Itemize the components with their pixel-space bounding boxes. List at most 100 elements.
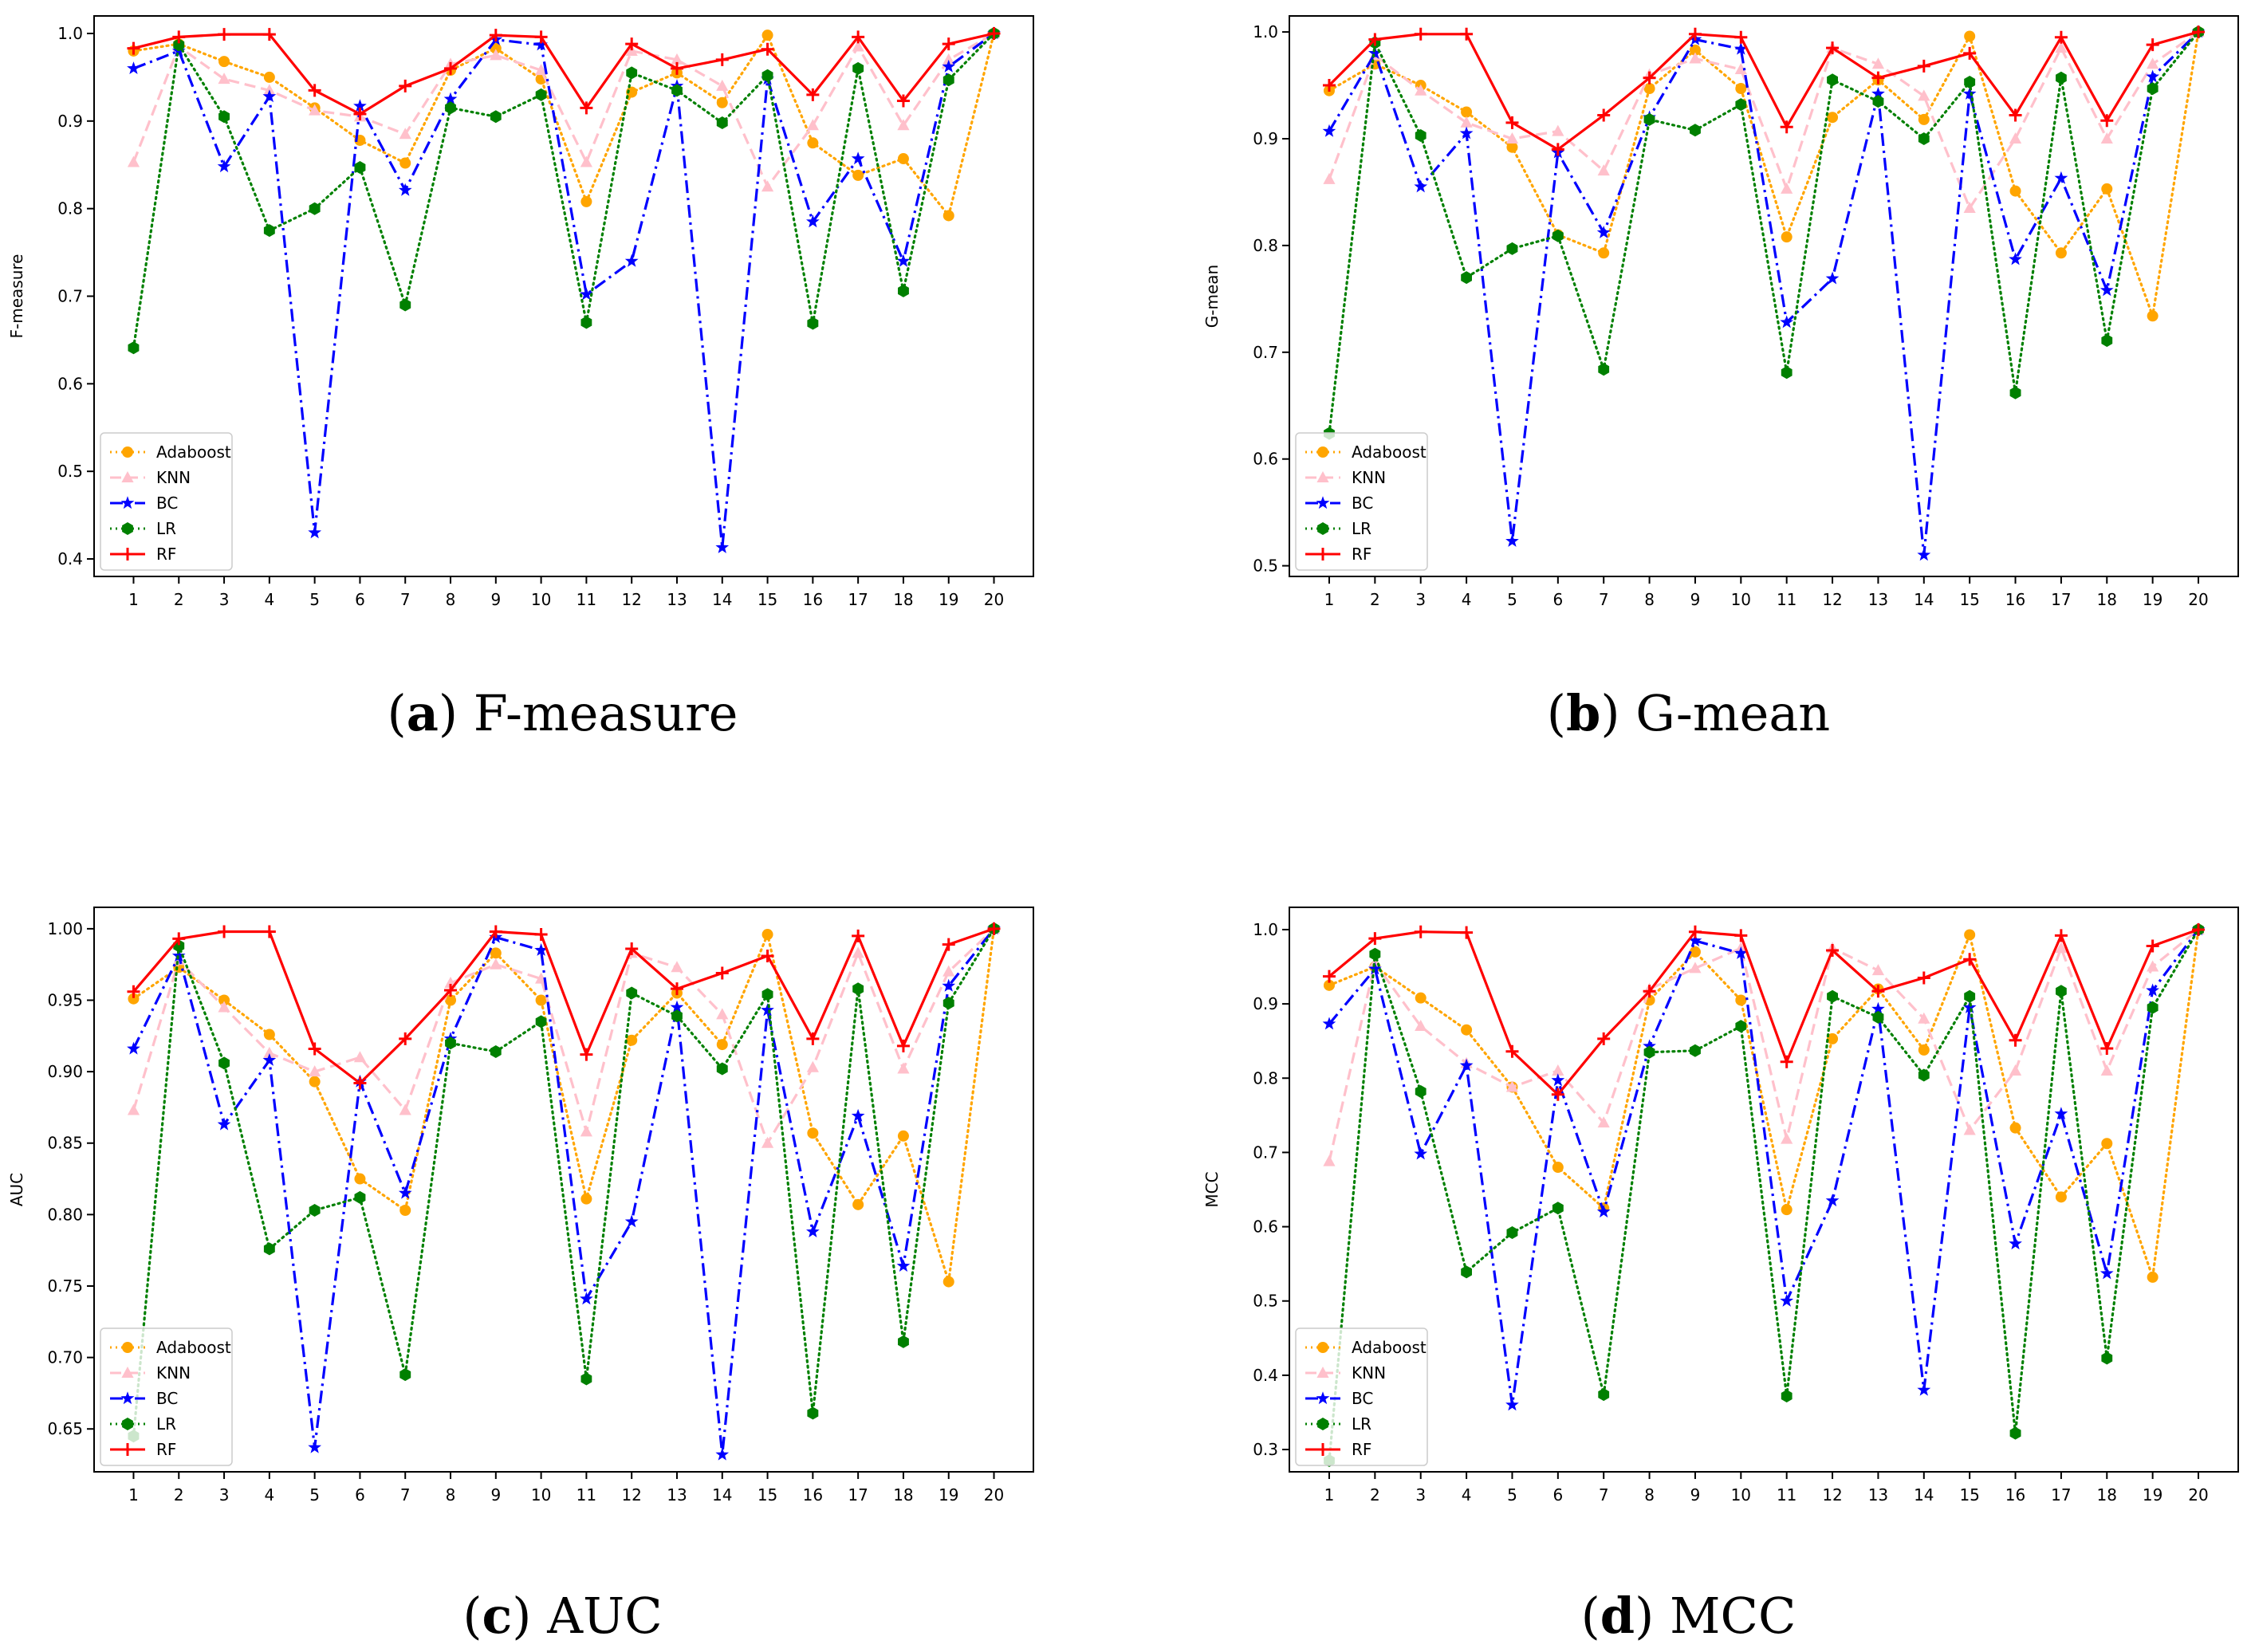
y-tick-label: 1.00 (47, 919, 83, 938)
data-point (353, 99, 367, 112)
data-point (1643, 1045, 1655, 1059)
data-point (580, 287, 593, 301)
data-point (1825, 271, 1840, 285)
data-point (671, 53, 683, 65)
data-point (852, 169, 864, 181)
data-point (898, 284, 909, 297)
legend-marker (122, 446, 133, 458)
data-point (1964, 929, 1976, 941)
y-tick-label: 0.75 (47, 1276, 83, 1296)
x-tick-label: 18 (2097, 590, 2117, 609)
x-tick-label: 13 (667, 1485, 687, 1504)
data-point (761, 42, 774, 56)
caption-a: (a) F-measure (387, 684, 738, 742)
data-point (806, 1060, 819, 1072)
data-point (1918, 132, 1930, 145)
data-point (309, 104, 321, 116)
caption-a-letter: a (406, 684, 439, 742)
legend-label: RF (156, 1440, 176, 1459)
data-point (173, 38, 185, 52)
x-tick-label: 2 (174, 1485, 184, 1504)
legend-label: BC (1352, 1389, 1373, 1408)
legend-marker (121, 1443, 134, 1456)
data-point (2009, 252, 2022, 266)
data-point (308, 84, 321, 97)
data-point (309, 202, 321, 215)
data-point (218, 925, 231, 938)
data-point (987, 26, 1001, 40)
data-point (580, 1125, 592, 1137)
data-point (2009, 1122, 2021, 1134)
caption-d: (d) MCC (1580, 1587, 1796, 1645)
data-point (445, 101, 456, 115)
data-point (172, 30, 186, 44)
data-point (1963, 953, 1977, 966)
y-tick-label: 0.5 (57, 462, 83, 481)
data-point (1552, 1064, 1564, 1076)
data-point (761, 929, 773, 941)
data-point (2100, 1064, 2113, 1076)
x-tick-label: 12 (621, 590, 641, 609)
series-line (1328, 30, 2200, 317)
data-point (987, 922, 1001, 935)
data-point (580, 101, 593, 115)
data-point (171, 949, 186, 962)
data-point (354, 1190, 366, 1204)
data-point (489, 29, 502, 42)
data-point (1964, 30, 1976, 42)
data-point (2100, 132, 2113, 144)
legend: Adaboost KNN BC LR RF (1295, 432, 1428, 571)
legend-label: BC (1352, 494, 1373, 513)
data-point (2146, 69, 2159, 83)
data-point (399, 298, 411, 312)
x-tick-label: 14 (1914, 1485, 1934, 1504)
data-point (127, 61, 140, 74)
legend-label: RF (1352, 1440, 1371, 1459)
data-point (943, 997, 954, 1010)
legend-marker (1317, 522, 1328, 535)
data-point (1505, 1398, 1519, 1411)
x-tick-label: 18 (2097, 1485, 2117, 1504)
data-point (1415, 1085, 1427, 1098)
data-point (263, 1029, 275, 1040)
data-point (670, 1000, 684, 1013)
data-point (806, 1225, 820, 1237)
data-point (1871, 71, 1885, 85)
data-point (262, 1053, 277, 1066)
data-point (128, 993, 140, 1005)
data-point (1918, 1068, 1930, 1082)
y-tick-label: 1.0 (1253, 22, 1278, 41)
data-point (1414, 27, 1427, 41)
data-point (1551, 1088, 1564, 1101)
series-line (132, 32, 996, 349)
x-tick-label: 7 (1599, 1485, 1609, 1504)
x-tick-label: 16 (2005, 590, 2025, 609)
x-tick-label: 4 (1462, 1485, 1472, 1504)
data-point (1964, 989, 1976, 1003)
legend-label: KNN (156, 1363, 191, 1383)
data-point (806, 214, 820, 228)
data-point (851, 1108, 865, 1122)
x-tick-label: 12 (1822, 1485, 1842, 1504)
legend-marker (122, 1418, 133, 1430)
data-point (1735, 98, 1747, 112)
data-point (535, 88, 547, 101)
data-point (444, 61, 458, 75)
data-point (670, 61, 683, 75)
data-point (942, 37, 955, 51)
legend-marker (121, 471, 134, 482)
data-point (490, 947, 502, 959)
data-point (1872, 95, 1884, 108)
series-line (1328, 30, 2199, 151)
data-point (1368, 46, 1382, 59)
data-point (399, 128, 411, 140)
data-point (1461, 106, 1473, 118)
y-tick-label: 0.8 (1253, 236, 1278, 255)
series-line (132, 32, 996, 217)
x-tick-label: 13 (1868, 590, 1888, 609)
data-point (263, 224, 275, 238)
data-point (716, 79, 729, 91)
y-tick-label: 0.9 (1253, 994, 1278, 1013)
legend-marker (1317, 446, 1328, 458)
data-point (1460, 116, 1473, 128)
